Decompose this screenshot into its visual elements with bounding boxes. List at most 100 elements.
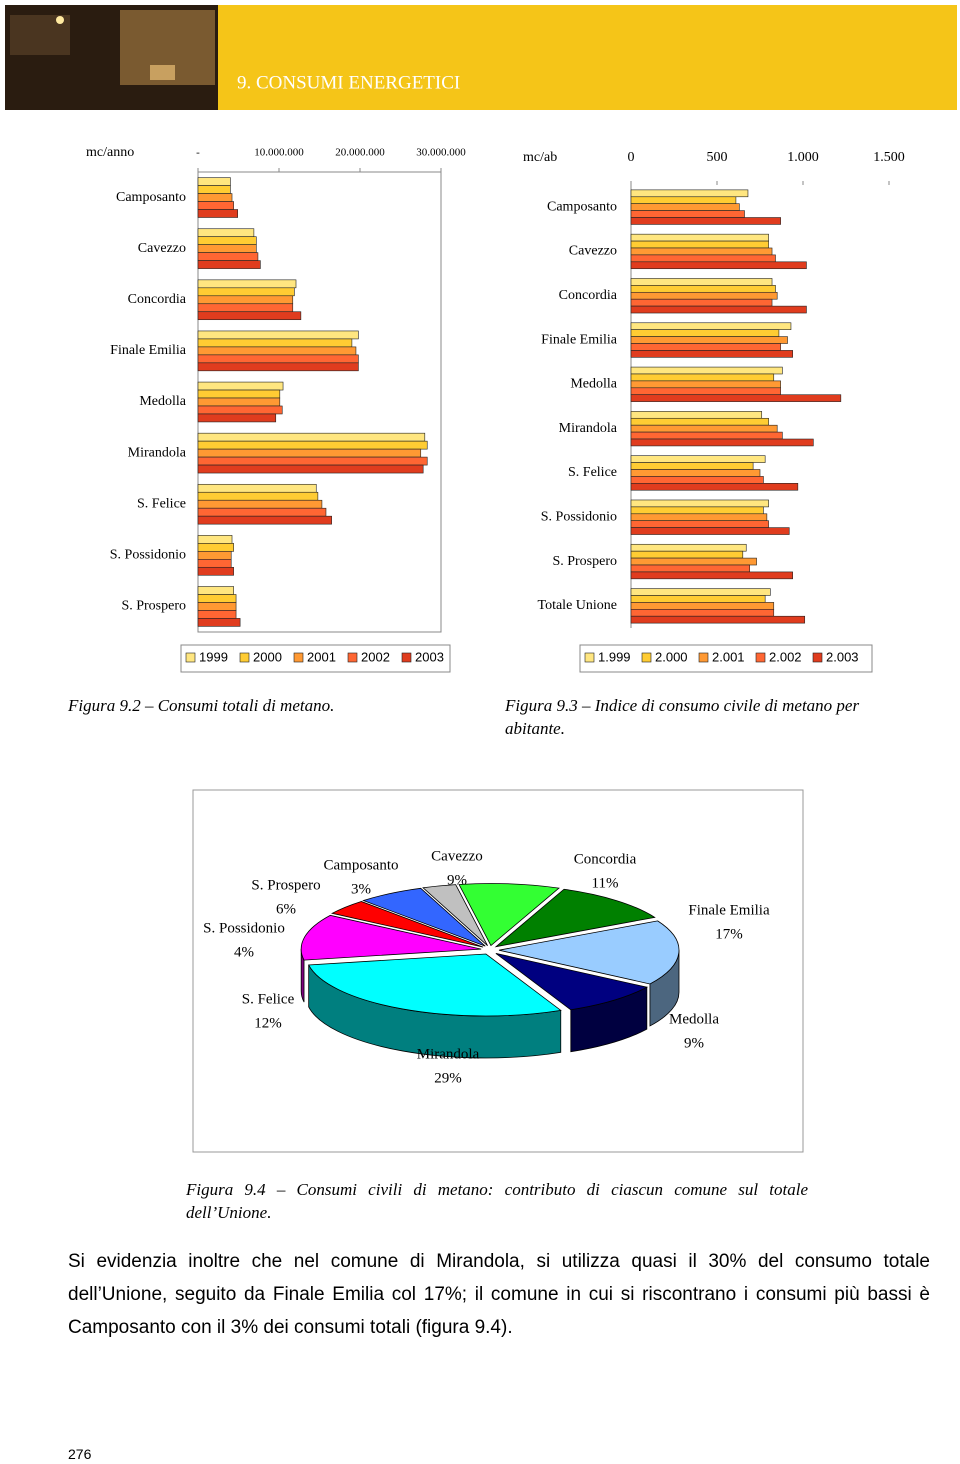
pie-slice bbox=[494, 888, 656, 948]
legend-label: 2003 bbox=[415, 649, 444, 664]
bar bbox=[197, 618, 241, 627]
bar bbox=[630, 329, 780, 337]
pie-slice bbox=[495, 953, 648, 1011]
slice-label: Cavezzo bbox=[431, 848, 483, 864]
legend-swatch bbox=[812, 652, 823, 663]
bar bbox=[630, 483, 799, 491]
bar bbox=[197, 413, 277, 423]
bar bbox=[197, 491, 319, 501]
bar bbox=[630, 233, 769, 242]
slice-label: Medolla bbox=[669, 1011, 719, 1027]
bar bbox=[197, 177, 231, 186]
bar bbox=[630, 203, 740, 211]
slice-value: 29% bbox=[434, 1070, 462, 1086]
bar bbox=[630, 571, 793, 580]
bar bbox=[197, 354, 359, 364]
bar bbox=[630, 411, 763, 419]
bar bbox=[630, 595, 766, 603]
axis-label: mc/ab bbox=[523, 150, 557, 165]
bar bbox=[630, 380, 781, 389]
bar bbox=[630, 254, 776, 263]
bar bbox=[197, 456, 428, 466]
axis-label: mc/anno bbox=[86, 145, 134, 160]
page-number: 276 bbox=[68, 1446, 92, 1462]
category-label: S. Possidonio bbox=[541, 509, 617, 524]
bar bbox=[197, 535, 233, 544]
legend-frame bbox=[180, 644, 451, 673]
legend-frame bbox=[579, 644, 873, 673]
bar bbox=[630, 261, 807, 270]
category-label: Mirandola bbox=[559, 421, 618, 436]
bar bbox=[630, 520, 769, 528]
legend-swatch bbox=[584, 652, 595, 663]
slice-value: 3% bbox=[351, 881, 371, 897]
bar bbox=[630, 278, 773, 286]
bar bbox=[630, 247, 773, 256]
x-tick-label: 1.500 bbox=[873, 150, 905, 165]
x-tick-label: 0 bbox=[628, 150, 635, 165]
slice-value: 9% bbox=[447, 872, 467, 888]
bar bbox=[197, 236, 257, 245]
category-label: Camposanto bbox=[116, 190, 186, 205]
bar bbox=[630, 543, 747, 552]
category-label: Concordia bbox=[559, 288, 618, 303]
legend-swatch bbox=[185, 652, 196, 663]
bar bbox=[630, 210, 745, 218]
legend-label: 2.001 bbox=[712, 649, 745, 664]
bar bbox=[630, 394, 842, 402]
bar bbox=[197, 228, 255, 238]
legend-label: 1999 bbox=[199, 649, 228, 664]
bar bbox=[630, 387, 781, 396]
slice-value: 11% bbox=[592, 875, 619, 891]
bar bbox=[197, 594, 237, 603]
category-label: Cavezzo bbox=[569, 244, 617, 259]
bar bbox=[197, 338, 353, 348]
bar bbox=[630, 322, 792, 330]
slice-label: S. Felice bbox=[242, 991, 295, 1007]
slice-label: S. Possidonio bbox=[203, 920, 285, 936]
slice-value: 6% bbox=[276, 901, 296, 917]
category-label: Medolla bbox=[570, 377, 617, 392]
bar bbox=[630, 438, 814, 447]
category-label: Concordia bbox=[128, 292, 187, 307]
bar bbox=[630, 196, 737, 204]
x-tick-label: 20.000.000 bbox=[335, 147, 385, 159]
pie-slice bbox=[498, 920, 680, 985]
bar bbox=[630, 455, 766, 463]
x-tick-label: 10.000.000 bbox=[254, 147, 304, 159]
slice-label: Mirandola bbox=[417, 1046, 480, 1062]
category-label: S. Felice bbox=[137, 496, 186, 511]
category-label: Finale Emilia bbox=[541, 332, 618, 347]
bar bbox=[197, 252, 259, 261]
pie-slice bbox=[308, 953, 562, 1017]
slice-value: 17% bbox=[715, 926, 743, 942]
category-label: Medolla bbox=[139, 394, 186, 409]
bar bbox=[197, 586, 234, 595]
bar bbox=[197, 566, 234, 576]
slice-label: Camposanto bbox=[324, 857, 399, 873]
bar bbox=[630, 527, 790, 535]
bar bbox=[630, 476, 764, 484]
bar bbox=[630, 588, 771, 596]
slice-label: Finale Emilia bbox=[688, 902, 770, 918]
caption: Figura 9.3 – Indice di consumo civile di… bbox=[505, 696, 860, 738]
bar bbox=[197, 185, 231, 194]
body-paragraph: Si evidenzia inoltre che nel comune di M… bbox=[68, 1251, 930, 1338]
category-label: S. Felice bbox=[568, 465, 617, 480]
bar bbox=[197, 287, 295, 297]
bar bbox=[630, 462, 754, 470]
legend-swatch bbox=[239, 652, 250, 663]
bar bbox=[630, 499, 769, 508]
bar bbox=[630, 513, 768, 522]
pie-slice bbox=[362, 887, 486, 947]
bar bbox=[630, 602, 775, 610]
slice-label: S. Prospero bbox=[251, 877, 320, 893]
bar bbox=[630, 189, 749, 198]
bar bbox=[197, 295, 294, 305]
pie-frame bbox=[192, 789, 804, 1153]
bar bbox=[197, 279, 297, 289]
photo-window bbox=[150, 65, 175, 80]
bar bbox=[630, 285, 776, 293]
slice-value: 4% bbox=[234, 944, 254, 960]
